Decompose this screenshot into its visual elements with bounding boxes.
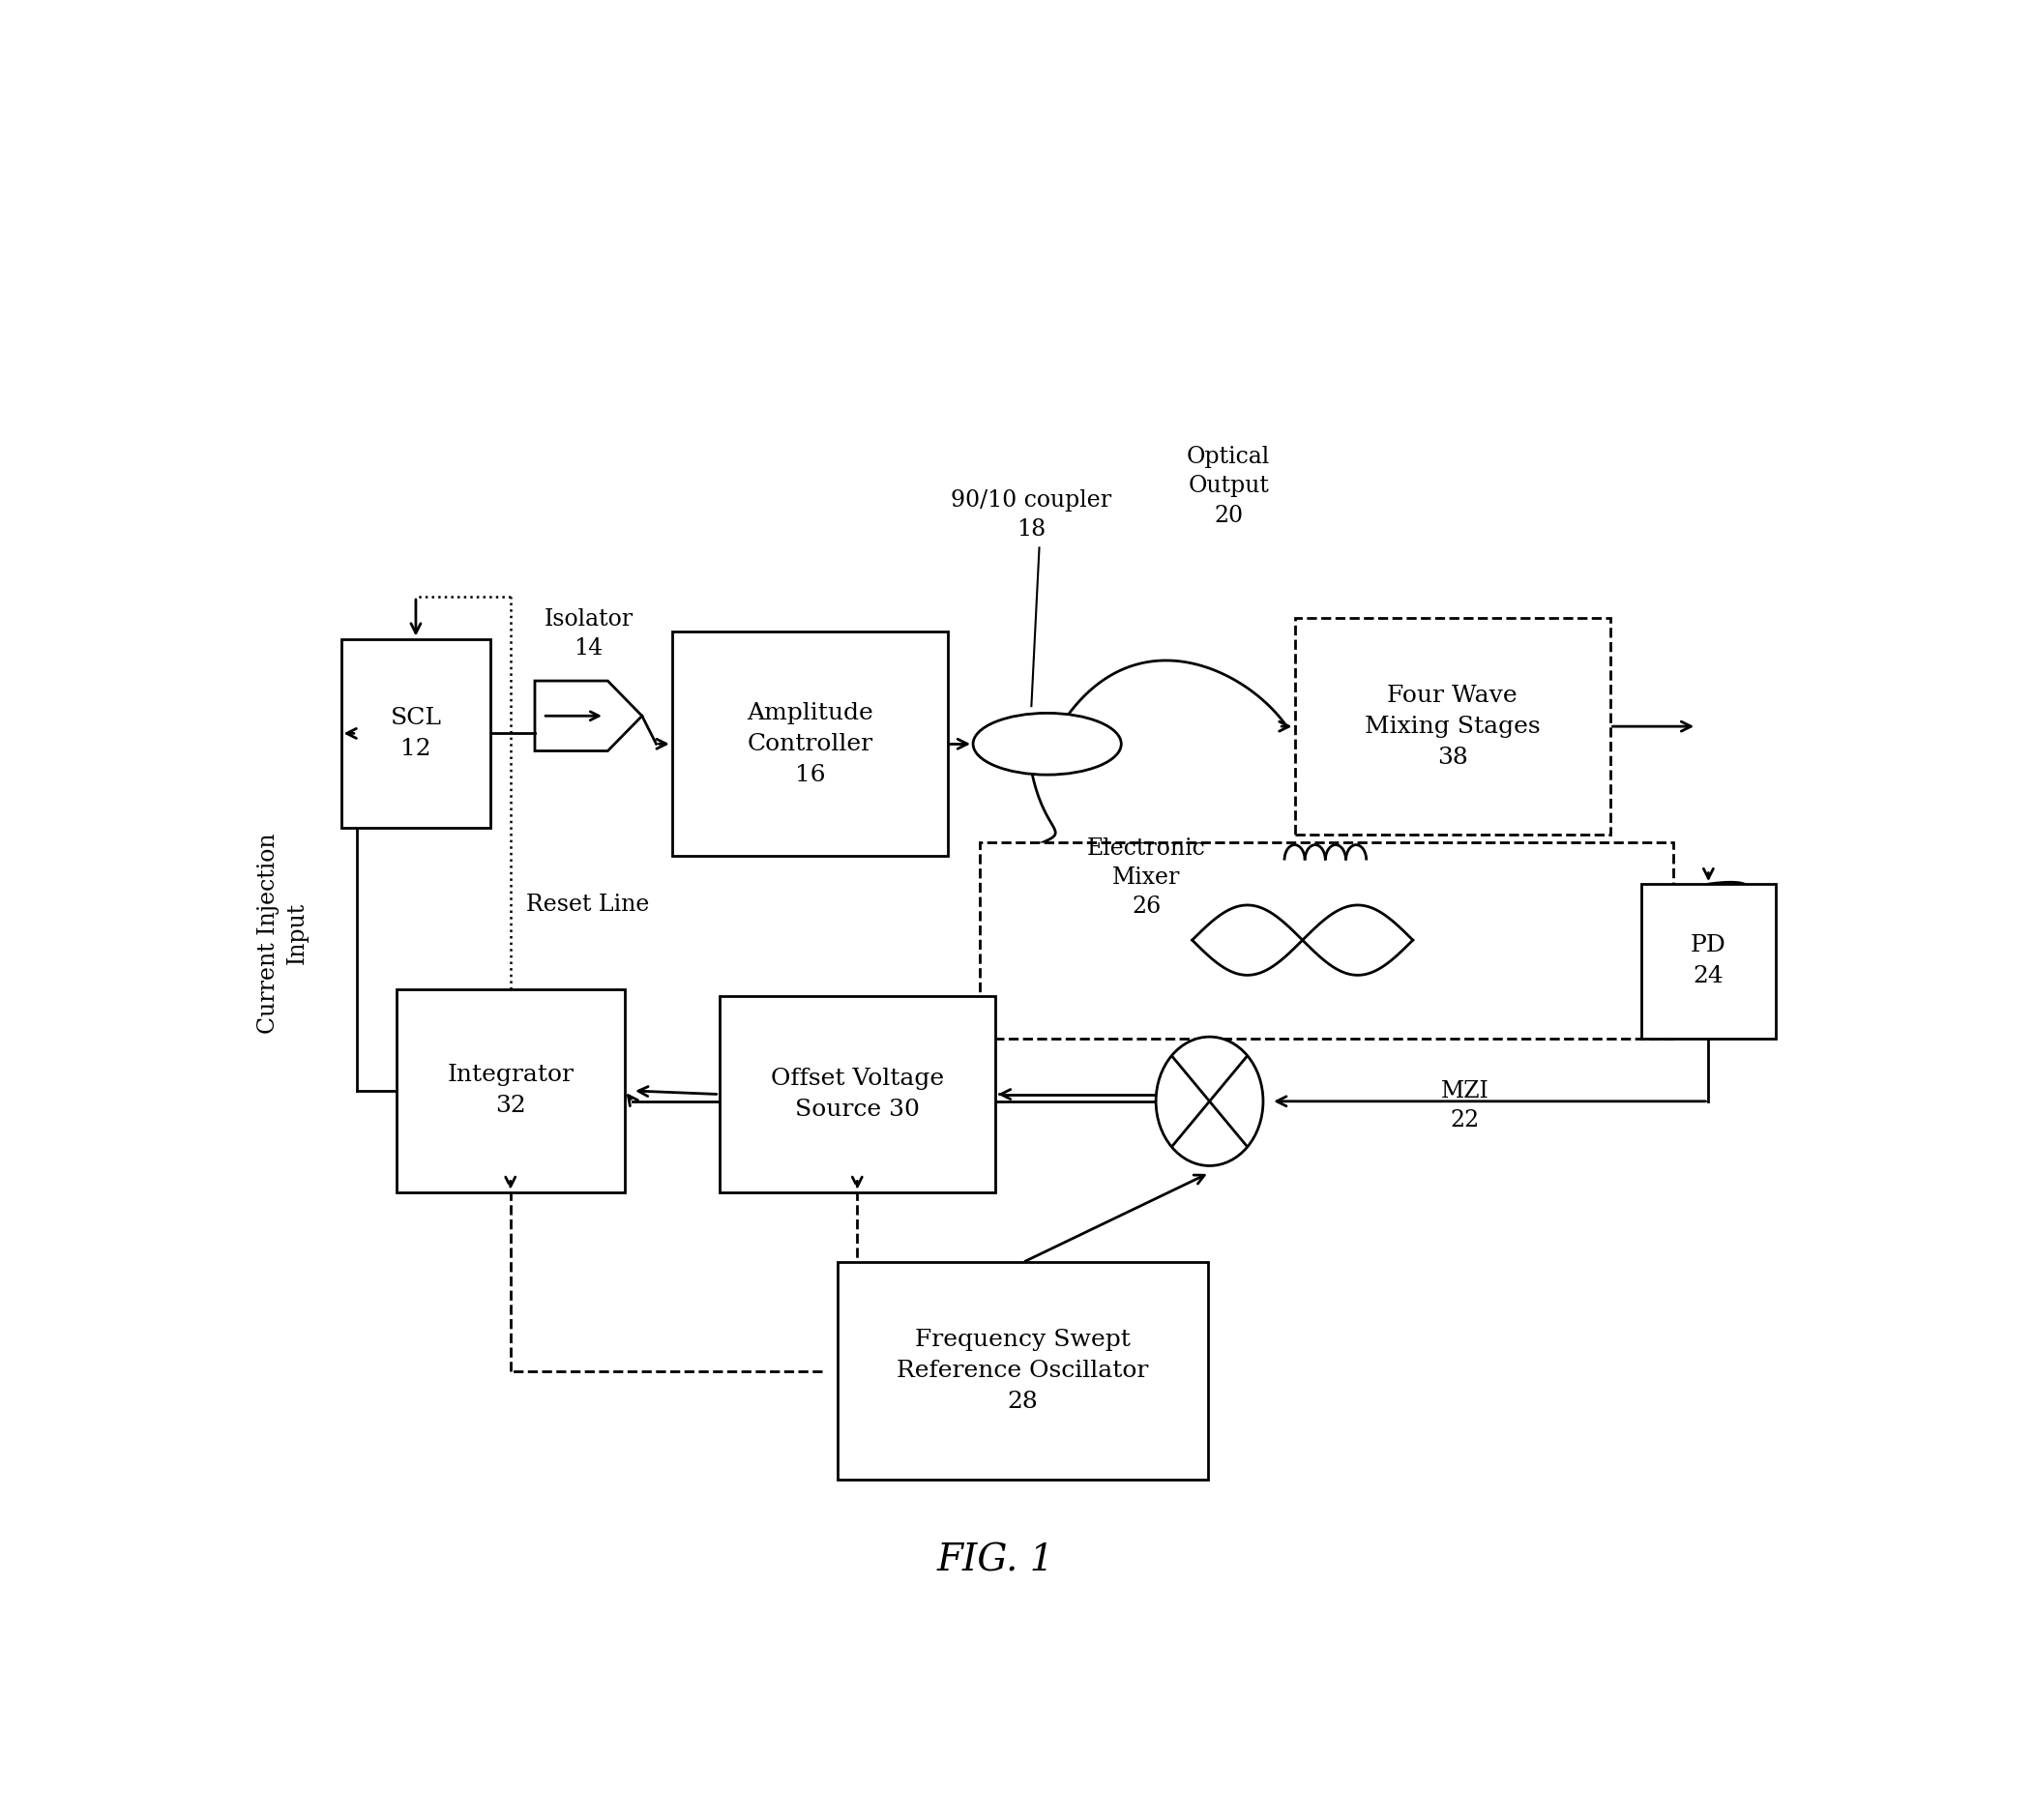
Text: Integrator
32: Integrator 32	[447, 1065, 574, 1117]
FancyBboxPatch shape	[720, 996, 995, 1192]
FancyBboxPatch shape	[671, 632, 948, 855]
Text: Electronic
Mixer
26: Electronic Mixer 26	[1086, 837, 1206, 917]
Text: Isolator
14: Isolator 14	[543, 608, 633, 661]
FancyBboxPatch shape	[838, 1263, 1208, 1480]
Text: MZI
22: MZI 22	[1440, 1081, 1489, 1132]
Text: Current Injection
Input: Current Injection Input	[256, 834, 309, 1034]
Text: 90/10 coupler
18: 90/10 coupler 18	[952, 490, 1113, 541]
Text: Frequency Swept
Reference Oscillator
28: Frequency Swept Reference Oscillator 28	[897, 1329, 1149, 1412]
Text: Offset Voltage
Source 30: Offset Voltage Source 30	[771, 1068, 944, 1121]
Text: SCL
12: SCL 12	[391, 706, 441, 761]
Text: Reset Line: Reset Line	[527, 894, 649, 915]
FancyBboxPatch shape	[1296, 617, 1611, 835]
FancyBboxPatch shape	[342, 639, 490, 828]
Text: Amplitude
Controller
16: Amplitude Controller 16	[746, 703, 873, 786]
Text: Optical
Output
20: Optical Output 20	[1186, 446, 1269, 526]
FancyBboxPatch shape	[397, 990, 624, 1192]
Text: Four Wave
Mixing Stages
38: Four Wave Mixing Stages 38	[1365, 684, 1540, 768]
Ellipse shape	[1155, 1037, 1263, 1167]
FancyBboxPatch shape	[980, 843, 1672, 1037]
Text: FIG. 1: FIG. 1	[936, 1543, 1054, 1578]
Text: PD
24: PD 24	[1690, 934, 1727, 988]
FancyBboxPatch shape	[1641, 885, 1776, 1037]
